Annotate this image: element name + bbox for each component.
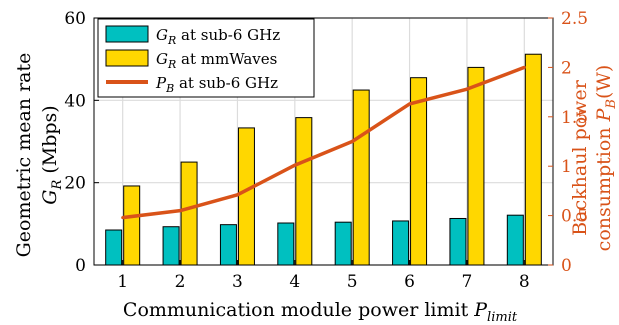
y-axis-left-title-line1: Geometric mean rate [13,53,35,258]
bar-mmwave-7 [467,66,485,266]
x-tick-label: 2 [175,272,186,292]
y-left-tick-label: 0 [75,256,86,276]
y-left-tick-label: 40 [64,91,86,111]
bar-sub6-1 [105,229,123,266]
line-point-1 [121,216,125,220]
line-point-5 [350,140,354,143]
y-axis-left-title-line2: GR (Mbps) [39,105,65,204]
bar-sub6-8 [506,214,524,266]
bar-mmwave-2 [180,161,198,266]
y-right-tick-label: 0.5 [561,207,588,227]
bar-sub6-7 [449,217,467,266]
plot-frame [93,17,554,266]
x-tick-label: 8 [519,272,530,292]
y-left-tick-label: 60 [64,9,86,29]
x-tick-label: 1 [117,272,128,292]
y-right-tick-label: 1 [561,157,572,177]
bar-sub6-6 [392,220,410,266]
legend-label-power-line: PB at sub-6 GHz [155,74,278,95]
bar-series [105,53,542,266]
y-right-tick-label: 1.5 [561,108,588,128]
x-tick-label: 5 [347,272,358,292]
x-tick-label: 4 [289,272,300,292]
bar-mmwave-1 [123,185,141,266]
y-right-tick-label: 0 [561,256,572,276]
x-tick-label: 7 [462,272,473,292]
legend-label-sub6-bar: GR at sub-6 GHz [156,26,280,47]
bar-sub6-2 [162,226,180,266]
line-point-7 [465,87,469,91]
bar-mmwave-8 [524,53,542,266]
bar-mmwave-4 [295,117,313,266]
legend: GR at sub-6 GHz GR at mmWaves PB at sub-… [97,18,315,98]
bar-sub6-4 [277,222,295,266]
bar-mmwave-3 [237,127,255,266]
line-point-3 [235,193,239,197]
x-tick-label: 6 [404,272,415,292]
legend-label-mmwave-bar: GR at mmWaves [156,50,277,71]
y-left-tick-label: 20 [64,174,86,194]
legend-swatch-sub6-bar [105,25,149,43]
bar-mmwave-6 [410,77,428,266]
x-tick-label: 3 [232,272,243,292]
y-right-tick-label: 2.5 [561,9,588,29]
line-power-consumption [122,65,525,220]
legend-swatch-mmwave-bar [105,49,149,67]
line-point-4 [293,163,297,167]
line-point-8 [522,65,526,69]
axis-ticks: 0 20 40 60 0 0.5 1 1.5 2 2.5 1 2 3 4 5 6 7 8 [64,9,588,292]
bar-mmwave-5 [352,89,370,266]
y-right-tick-label: 2 [561,58,572,78]
y-axis-right-title-line2: consumption PB(W) [593,65,619,252]
bar-sub6-5 [334,221,352,266]
line-point-6 [408,102,412,106]
bar-sub6-3 [219,224,237,266]
x-axis-title: Communication module power limit Plimit [123,299,518,325]
line-series [121,65,526,220]
y-axis-right-title-line1: Backhaul power [569,79,591,235]
line-point-2 [178,209,182,213]
